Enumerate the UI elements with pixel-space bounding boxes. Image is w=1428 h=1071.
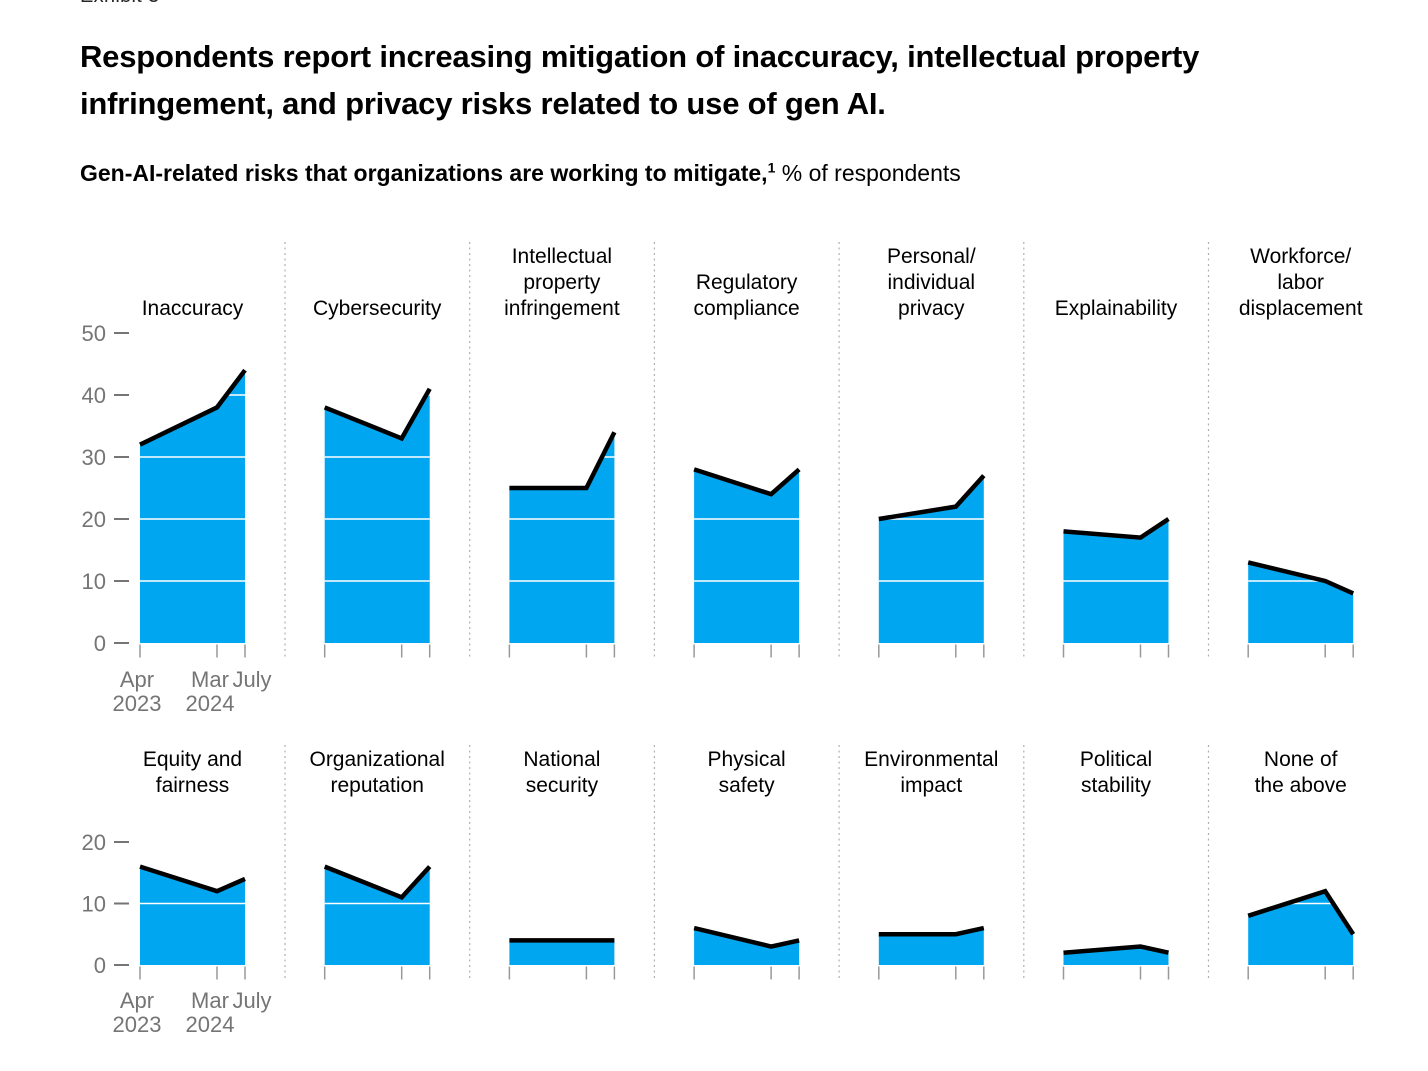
y-axis-tick-label: 20 xyxy=(82,830,106,855)
area-fill xyxy=(1248,891,1354,965)
subtitle-regular-text: % of respondents xyxy=(775,160,961,186)
trend-line xyxy=(323,387,432,442)
mini-chart-title-line: Equity and xyxy=(143,748,242,771)
mini-chart-title-line: security xyxy=(526,774,599,797)
chart-row-2: 0 10 20 Equity and fairness Organizational rep… xyxy=(82,745,1356,1037)
mini-chart-title-line: Physical xyxy=(707,748,785,771)
mini-chart-cybersecurity: Cybersecurity xyxy=(313,297,442,658)
trend-line xyxy=(1063,517,1170,540)
area-fill xyxy=(140,370,245,643)
mini-chart-title-line: infringement xyxy=(504,297,620,320)
x-axis-tick-label: 2024 xyxy=(186,691,235,716)
trend-line xyxy=(878,925,985,937)
trend-line xyxy=(878,474,986,522)
mini-chart-title-line: reputation xyxy=(330,774,423,797)
subtitle-footnote-marker: 1 xyxy=(767,159,776,176)
x-axis-tick-label: 2023 xyxy=(113,1012,162,1037)
x-axis-tick-label: 2024 xyxy=(186,1012,235,1037)
area-fill xyxy=(878,928,984,965)
mini-chart-title-line: Personal/ xyxy=(887,245,976,268)
mini-chart-title-line: Regulatory xyxy=(696,271,798,294)
mini-chart-title-line: Environmental xyxy=(864,748,998,771)
mini-chart-workforce-labor-displacement: Workforce/labor displacement xyxy=(1239,245,1363,658)
y-axis-tick-label: 30 xyxy=(82,445,106,470)
mini-chart-title-line: National xyxy=(523,748,600,771)
mini-chart-title-line: impact xyxy=(900,774,962,797)
x-axis-tick-label: Apr xyxy=(120,667,154,692)
chart-row-1: 0 10 20 30 40 50 Inaccuracy Cybersecurity Intell… xyxy=(82,242,1363,716)
x-axis-tick-label: Mar xyxy=(191,988,229,1013)
mini-chart-title-line: labor xyxy=(1277,271,1324,294)
exhibit-label: Exhibit 3 xyxy=(80,0,159,8)
x-axis-tick-label: July xyxy=(232,667,271,692)
mini-chart-title-line: property xyxy=(523,271,601,294)
area-fill xyxy=(694,469,800,643)
mini-chart-national-security: National security xyxy=(508,748,616,980)
mini-chart-regulatory-compliance: Regulatory compliance xyxy=(693,271,801,658)
trend-line xyxy=(693,925,800,949)
area-fill xyxy=(694,928,800,965)
y-axis-tick-label: 10 xyxy=(82,892,106,917)
y-axis-tick-label: 10 xyxy=(82,569,106,594)
area-fill xyxy=(509,940,615,965)
area-fill xyxy=(324,866,430,965)
subtitle-bold-text: Gen-AI-related risks that organizations … xyxy=(80,160,768,186)
mini-chart-explainability: Explainability xyxy=(1055,297,1178,658)
mini-chart-organizational-reputation: Organizational reputation xyxy=(309,748,445,980)
x-axis-tick-label: Apr xyxy=(120,988,154,1013)
y-axis-tick-label: 40 xyxy=(82,383,106,408)
x-axis-tick-label: Mar xyxy=(191,667,229,692)
mini-chart-title-line: stability xyxy=(1081,774,1152,797)
area-fill xyxy=(878,475,984,643)
y-axis-tick-label: 50 xyxy=(82,321,106,346)
mini-chart-political-stability: Political stability xyxy=(1062,748,1170,980)
mini-chart-title-line: the above xyxy=(1255,774,1347,797)
x-axis-tick-label: 2023 xyxy=(113,691,162,716)
trend-line xyxy=(323,864,432,901)
mini-chart-title-line: Explainability xyxy=(1055,297,1178,320)
y-axis-tick-label: 20 xyxy=(82,507,106,532)
mini-chart-title-line: displacement xyxy=(1239,297,1363,320)
x-axis-tick-label: July xyxy=(232,988,271,1013)
trend-line xyxy=(1247,560,1355,596)
figure-title: Respondents report increasing mitigation… xyxy=(80,39,1200,121)
mini-chart-none-of-the-above: None of the above xyxy=(1247,748,1356,980)
mini-chart-equity-and-fairness: Equity and fairness xyxy=(139,748,246,980)
trend-line xyxy=(1247,888,1356,936)
mini-chart-inaccuracy: Inaccuracy xyxy=(139,297,247,658)
trend-line xyxy=(1063,944,1169,955)
mini-chart-title-line: Inaccuracy xyxy=(142,297,244,320)
mini-chart-title-line: individual xyxy=(888,271,976,294)
trend-line xyxy=(139,368,247,447)
mini-chart-physical-safety: Physical safety xyxy=(693,748,800,980)
mini-chart-intellectual-property-infringement: Intellectual property infringement xyxy=(504,245,620,658)
trend-line xyxy=(693,467,801,497)
mini-chart-title-line: compliance xyxy=(693,297,799,320)
mini-chart-title-line: Organizational xyxy=(309,748,444,771)
mini-chart-title-line: Intellectual xyxy=(512,245,612,268)
mini-chart-personal-individual-privacy: Personal/individual privacy xyxy=(878,245,986,658)
area-fill xyxy=(324,388,430,643)
mini-chart-title-line: Cybersecurity xyxy=(313,297,442,320)
trend-line xyxy=(139,864,246,894)
mini-chart-title-line: None of xyxy=(1264,748,1338,771)
figure-subtitle: Gen-AI-related risks that organizations … xyxy=(80,158,961,188)
y-axis-tick-label: 0 xyxy=(94,953,106,978)
mini-chart-environmental-impact: Environmental impact xyxy=(864,748,998,980)
mini-chart-title-line: Workforce/ xyxy=(1250,245,1351,268)
mini-chart-title-line: Political xyxy=(1080,748,1152,771)
mini-chart-title-line: privacy xyxy=(898,297,965,320)
mini-chart-title-line: safety xyxy=(719,774,776,797)
mini-chart-title-line: fairness xyxy=(156,774,230,797)
trend-line xyxy=(509,431,617,491)
y-axis-tick-label: 0 xyxy=(94,631,106,656)
